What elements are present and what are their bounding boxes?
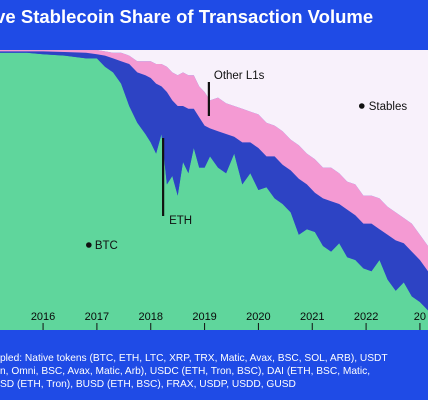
x-tick-label: 2017 — [85, 311, 109, 323]
chart-area: 2016 2017 2018 2019 2020 2021 2022 20 BTC ETH O… — [0, 50, 428, 346]
x-tick-label: 2022 — [354, 311, 378, 323]
x-axis-ticks: 2016 2017 2018 2019 2020 2021 2022 20 — [31, 311, 426, 330]
footnote-line: SD (ETH, Tron), BUSD (ETH, BSC), FRAX, U… — [0, 379, 296, 391]
footnote-line: n, Omni, BSC, Avax, Matic, Arb), USDC (E… — [0, 366, 371, 378]
footnote-line: pled: Native tokens (BTC, ETH, LTC, XRP,… — [0, 353, 388, 364]
x-tick-label: 2020 — [246, 311, 270, 323]
x-tick-label: 2019 — [192, 311, 216, 323]
x-tick-label: 2018 — [138, 311, 162, 323]
chart-title: ive Stablecoin Share of Transaction Volu… — [0, 6, 374, 27]
area-stables — [0, 50, 428, 246]
stables-label: Stables — [369, 101, 408, 113]
btc-label: BTC — [95, 240, 118, 252]
other-l1s-label: Other L1s — [214, 70, 265, 82]
area-btc — [0, 52, 428, 331]
x-tick-label: 2021 — [300, 311, 324, 323]
eth-label: ETH — [169, 215, 192, 227]
stables-marker-dot — [358, 103, 365, 109]
x-tick-label: 2016 — [31, 311, 55, 323]
x-tick-label: 20 — [414, 311, 426, 323]
footnote: pled: Native tokens (BTC, ETH, LTC, XRP,… — [0, 352, 428, 392]
btc-marker-dot — [86, 242, 92, 248]
area-layers — [0, 50, 428, 331]
series-annotations: BTC ETH Other L1s Stables — [86, 70, 407, 252]
stacked-area-chart: 2016 2017 2018 2019 2020 2021 2022 20 BTC ETH O… — [0, 50, 428, 331]
